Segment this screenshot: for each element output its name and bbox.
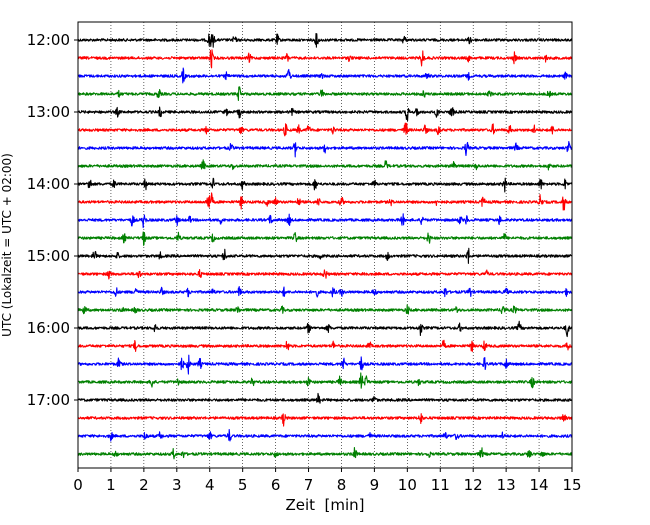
- trace-1330: [77, 140, 573, 158]
- trace-1630: [77, 354, 573, 375]
- y-tick-label: 16:00: [27, 319, 70, 337]
- grid-layer: [110, 22, 540, 468]
- x-tick-label: 7: [304, 476, 314, 494]
- trace-1400: [77, 177, 573, 193]
- trace-1245: [77, 86, 573, 102]
- x-tick-label: 3: [172, 476, 182, 494]
- y-tick-label: 15:00: [27, 247, 70, 265]
- x-tick-label: 8: [337, 476, 347, 494]
- trace-1600: [77, 320, 573, 338]
- trace-1445: [77, 231, 573, 246]
- x-tick-label: 12: [464, 476, 483, 494]
- trace-1515: [77, 269, 573, 280]
- y-tick-label: 12:00: [27, 31, 70, 49]
- x-tick-label: 4: [205, 476, 215, 494]
- y-tick-label: 17:00: [27, 391, 70, 409]
- trace-1730: [77, 428, 573, 442]
- trace-1415: [77, 192, 573, 211]
- x-tick-label: 11: [431, 476, 450, 494]
- y-axis: 12:00 13:00 14:00 15:00 16:00 17:00: [27, 31, 78, 409]
- trace-1215: [77, 49, 573, 69]
- x-tick-label: 10: [398, 476, 417, 494]
- x-tick-label: 2: [139, 476, 149, 494]
- x-axis: 0 1 2 3 4 5 6 7 8 9 10 11 12 13 14 15: [73, 468, 582, 494]
- y-tick-label: 13:00: [27, 103, 70, 121]
- x-tick-label: 9: [370, 476, 380, 494]
- trace-1430: [77, 213, 573, 229]
- x-axis-label: Zeit [min]: [285, 496, 364, 514]
- trace-1230: [77, 67, 573, 84]
- trace-1545: [77, 304, 573, 315]
- x-tick-label: 1: [106, 476, 116, 494]
- trace-1500: [77, 247, 573, 264]
- trace-layer: [77, 32, 573, 460]
- x-tick-label: 5: [238, 476, 248, 494]
- trace-1745: [77, 446, 573, 460]
- trace-1345: [77, 159, 573, 171]
- trace-1530: [77, 285, 573, 298]
- x-tick-label: 6: [271, 476, 281, 494]
- trace-1715: [77, 413, 573, 427]
- trace-1300: [77, 106, 573, 122]
- trace-1645: [77, 372, 573, 389]
- trace-1200: [77, 32, 573, 48]
- x-tick-label: 0: [73, 476, 83, 494]
- trace-1700: [77, 392, 573, 404]
- trace-1315: [77, 122, 573, 137]
- y-axis-label: UTC (Lokalzeit = UTC + 02:00): [0, 153, 14, 337]
- x-tick-label: 13: [497, 476, 516, 494]
- y-tick-label: 14:00: [27, 175, 70, 193]
- trace-1615: [77, 339, 573, 352]
- x-tick-label: 15: [562, 476, 581, 494]
- plot-frame: [77, 21, 573, 469]
- x-tick-label: 14: [530, 476, 549, 494]
